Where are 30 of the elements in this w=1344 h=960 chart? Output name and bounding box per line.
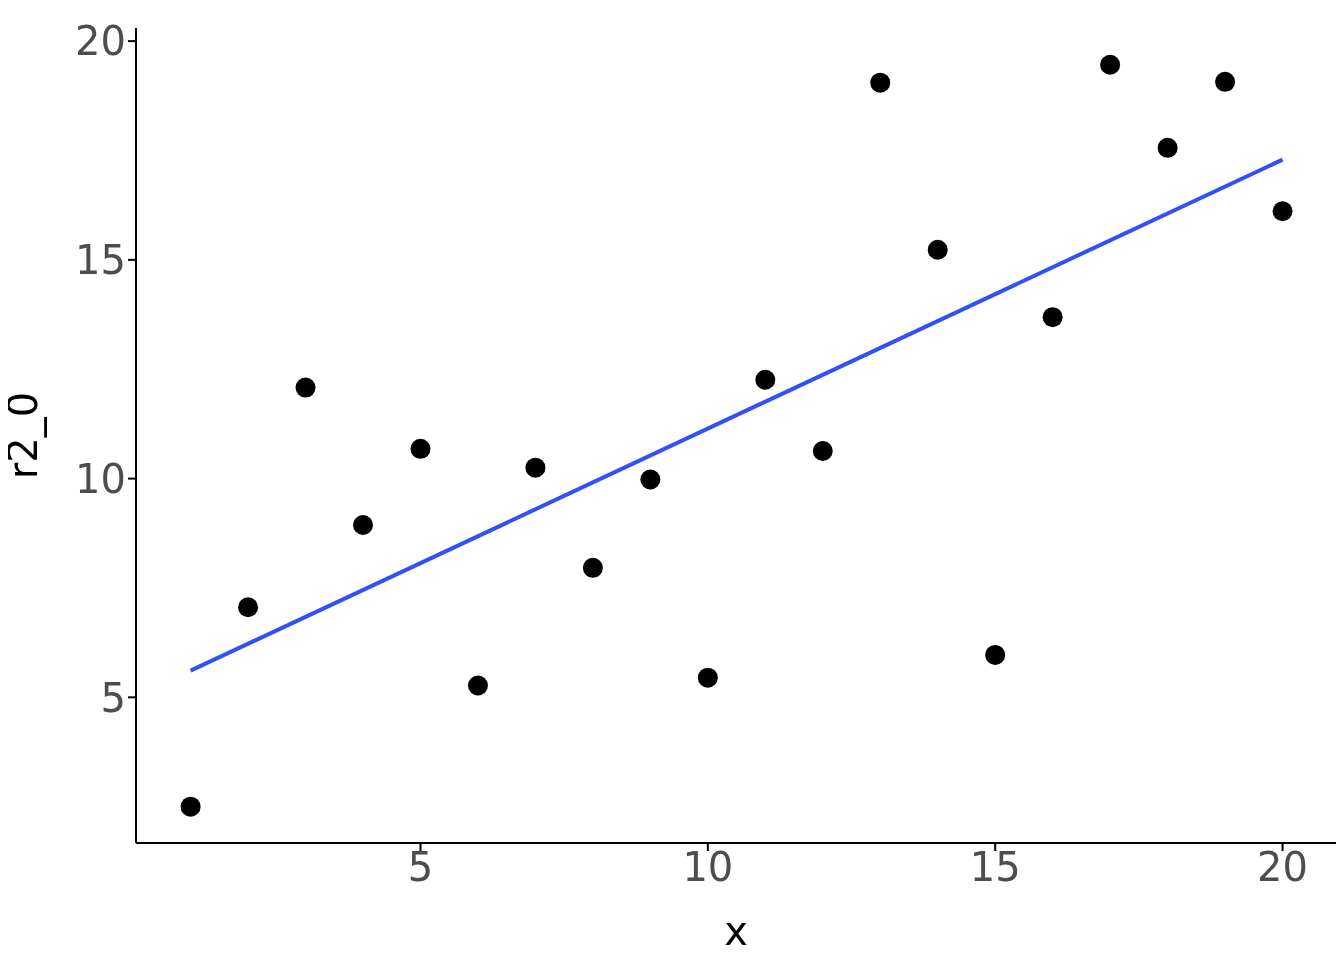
x-tick-label: 15 — [969, 844, 1021, 891]
point — [1215, 71, 1236, 92]
point — [1157, 137, 1178, 158]
point — [525, 457, 546, 478]
x-tick-label: 20 — [1257, 844, 1308, 891]
point — [1100, 54, 1121, 75]
y-tick-label: 15 — [75, 237, 126, 284]
point — [353, 514, 374, 535]
point — [582, 557, 603, 578]
point — [1272, 201, 1293, 222]
point — [640, 469, 661, 490]
y-axis-title: r2_0 — [0, 391, 48, 480]
y-tick-label: 20 — [75, 18, 126, 65]
point — [812, 441, 833, 462]
x-tick-label: 10 — [682, 844, 734, 891]
point — [180, 796, 201, 817]
point — [1042, 307, 1063, 328]
point — [755, 369, 776, 390]
y-tick-label: 10 — [75, 455, 126, 502]
y-tick-label: 5 — [100, 674, 126, 721]
point — [985, 644, 1006, 665]
point — [467, 675, 488, 696]
x-axis-title: x — [724, 908, 748, 954]
point — [238, 597, 259, 618]
point — [927, 239, 948, 260]
point — [410, 438, 431, 459]
point — [697, 667, 718, 688]
x-tick-label: 5 — [407, 844, 434, 891]
point — [870, 72, 891, 93]
point — [295, 377, 316, 398]
